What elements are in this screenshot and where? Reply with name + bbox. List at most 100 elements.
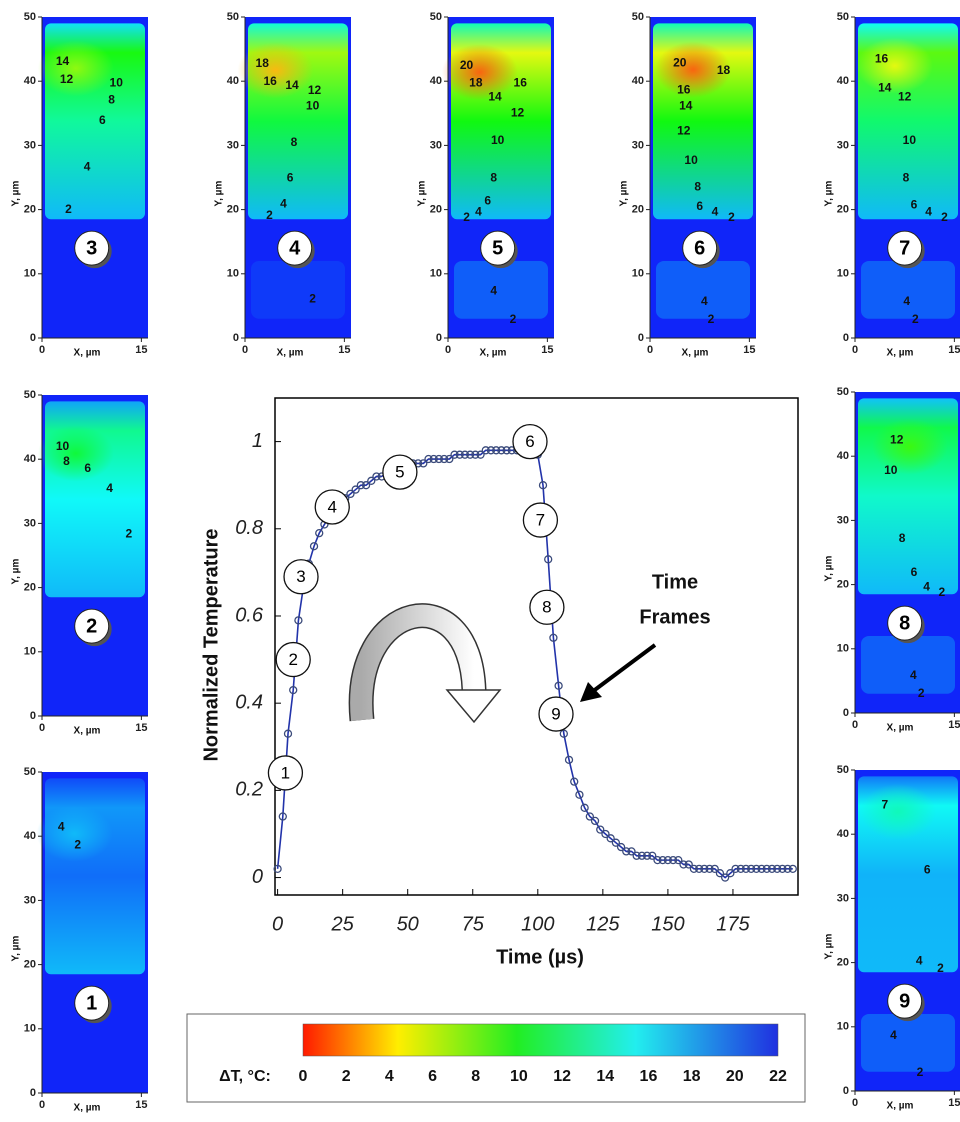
- badge: [74, 230, 110, 266]
- data-point: [596, 825, 605, 834]
- data-point: [575, 790, 584, 799]
- contour-label: 2: [941, 210, 948, 224]
- y-tick-label: 0.2: [235, 779, 263, 801]
- contour-label: 18: [717, 63, 731, 77]
- data-point: [549, 633, 558, 642]
- contour-label: 6: [924, 862, 931, 876]
- contour-label: 6: [84, 461, 91, 475]
- contour-label: 8: [63, 454, 70, 468]
- x-tick-label: 0: [39, 722, 45, 734]
- frame-marker: [382, 454, 418, 490]
- x-axis-label: Time (µs): [496, 946, 584, 968]
- x-tick-label: 0: [852, 344, 858, 356]
- heatmap-hotspot: [441, 44, 518, 101]
- x-axis-label: X, µm: [682, 348, 709, 359]
- y-tick-label: 10: [24, 1023, 36, 1035]
- y-tick-label: 40: [24, 75, 36, 87]
- colorbar-tick-label: 16: [640, 1068, 658, 1085]
- y-tick-label: 50: [24, 766, 36, 778]
- y-tick-label: 40: [837, 450, 849, 462]
- contour-label: 10: [491, 133, 505, 147]
- y-tick-label: 30: [837, 892, 849, 904]
- contour-label: 10: [110, 75, 124, 89]
- y-tick-label: 0: [30, 710, 36, 722]
- y-tick-label: 40: [837, 828, 849, 840]
- x-axis-label: X, µm: [74, 348, 101, 359]
- data-point: [601, 829, 610, 839]
- x-tick-label: 15: [948, 719, 960, 731]
- frame-marker: [314, 489, 350, 525]
- data-point: [674, 855, 683, 865]
- y-tick-label: 30: [227, 139, 239, 151]
- data-point: [648, 851, 657, 860]
- contour-label: 4: [925, 204, 932, 218]
- frame-label: 9: [551, 705, 560, 724]
- frame-label: 8: [542, 598, 551, 617]
- data-point: [486, 446, 496, 455]
- contour-label: 6: [911, 565, 918, 579]
- contour-label: 6: [99, 113, 106, 127]
- contour-label: 14: [56, 54, 70, 68]
- heatmap-lower: [861, 260, 955, 319]
- y-tick-label: 0.8: [235, 517, 263, 539]
- y-tick-label: 10: [24, 268, 36, 280]
- x-axis-label: X, µm: [887, 1101, 914, 1112]
- frame-label: 7: [536, 511, 545, 530]
- y-axis-label: Y, µm: [417, 181, 428, 207]
- contour-label: 12: [308, 83, 322, 97]
- contour-label: 8: [490, 170, 497, 184]
- frame-label: 2: [288, 650, 297, 669]
- data-point: [429, 454, 438, 464]
- data-point: [653, 855, 662, 865]
- x-tick-label: 100: [521, 913, 554, 935]
- x-axis-label: X, µm: [480, 348, 507, 359]
- data-point: [481, 446, 490, 455]
- data-point: [445, 454, 454, 464]
- x-tick-label: 15: [948, 344, 960, 356]
- y-tick-label: 40: [632, 75, 644, 87]
- heatmap-hotspot: [860, 783, 937, 840]
- x-axis-label: X, µm: [277, 348, 304, 359]
- contour-label: 12: [677, 123, 691, 137]
- x-tick-label: 0: [852, 719, 858, 731]
- data-point: [544, 555, 553, 564]
- contour-label: 14: [488, 89, 502, 103]
- y-tick-label: 30: [24, 139, 36, 151]
- y-axis-label: Y, µm: [11, 181, 22, 207]
- data-point: [538, 481, 548, 490]
- data-point: [424, 454, 433, 464]
- x-tick-label: 15: [948, 1097, 960, 1109]
- y-tick-label: 20: [430, 204, 442, 216]
- colorbar-tick-label: 22: [769, 1068, 787, 1085]
- y-tick-label: 20: [632, 204, 644, 216]
- contour-label: 20: [673, 55, 687, 69]
- contour-label: 4: [475, 204, 482, 218]
- x-tick-label: 125: [586, 913, 620, 935]
- data-point: [741, 864, 751, 873]
- data-point: [559, 729, 568, 738]
- data-point: [502, 446, 511, 455]
- contour-label: 7: [881, 797, 888, 811]
- badge: [480, 230, 516, 266]
- y-axis-label: Y, µm: [824, 556, 835, 582]
- contour-label: 4: [106, 481, 113, 495]
- heatmap-hotspot: [37, 40, 114, 97]
- data-point: [747, 864, 756, 873]
- x-tick-label: 0: [445, 344, 451, 356]
- data-point: [309, 542, 319, 551]
- heatmap-hotspot: [237, 42, 314, 99]
- y-axis-label: Y, µm: [824, 181, 835, 207]
- x-tick-label: 15: [743, 344, 755, 356]
- x-tick-label: 50: [397, 913, 419, 935]
- x-tick-label: 0: [272, 913, 283, 935]
- contour-label: 18: [256, 56, 270, 70]
- y-tick-label: 30: [837, 514, 849, 526]
- colorbar-tick-label: 12: [553, 1068, 571, 1085]
- contour-label: 6: [911, 197, 918, 211]
- badge: [277, 230, 313, 266]
- data-point: [580, 803, 589, 812]
- data-point: [564, 755, 574, 765]
